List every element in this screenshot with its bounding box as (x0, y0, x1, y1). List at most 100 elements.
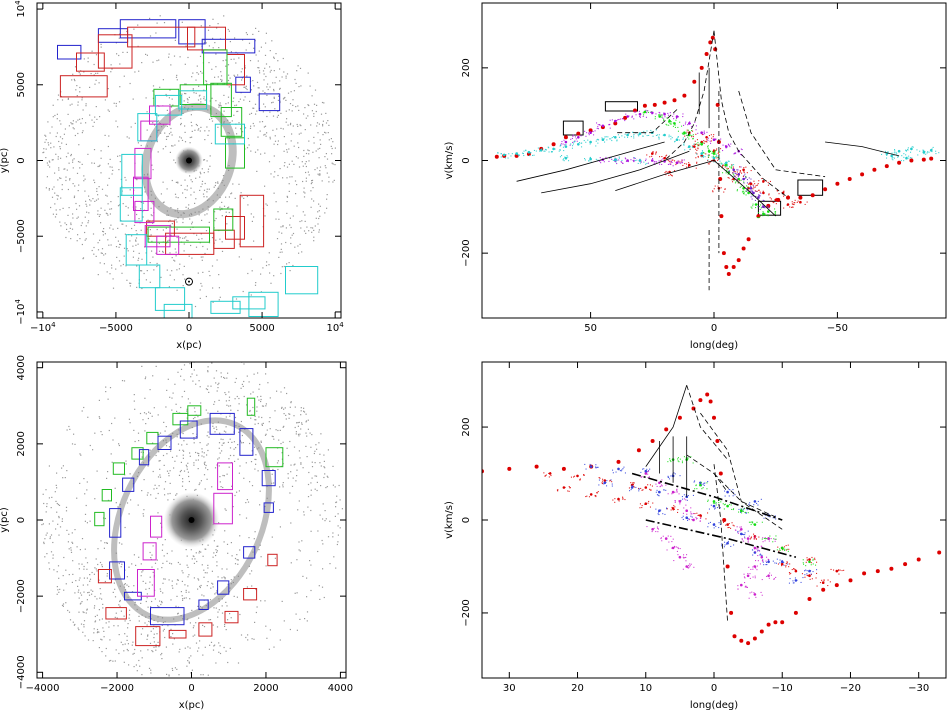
data-point (862, 571, 867, 576)
data-point (675, 138, 679, 141)
x-tick-label: 0 (711, 683, 717, 694)
region-box (243, 588, 258, 601)
region-box (201, 38, 256, 54)
x-tick-label: −104 (30, 321, 56, 334)
region-box (246, 397, 256, 416)
data-point (760, 555, 764, 559)
model-line (713, 464, 728, 623)
region-box (112, 462, 126, 475)
y-tick-label: 200 (461, 58, 472, 77)
region-box (178, 19, 206, 45)
region-box (179, 420, 198, 439)
data-point (823, 187, 828, 192)
data-point (725, 564, 730, 569)
region-box (154, 287, 186, 311)
y-tick-label: 200 (461, 418, 472, 437)
data-point (663, 133, 666, 137)
data-series (482, 392, 942, 646)
data-point (909, 158, 914, 163)
x-tick-label: 0 (186, 323, 192, 334)
model-line (615, 160, 776, 217)
data-point (664, 537, 668, 540)
region-box (94, 511, 105, 527)
data-point (712, 500, 716, 503)
y-tick-label: 0 (461, 157, 472, 163)
center-point (186, 157, 192, 164)
sun-marker-dot (188, 280, 190, 283)
data-point (712, 138, 716, 141)
data-point (740, 509, 743, 512)
region-box (97, 28, 129, 43)
panel-top-right: 50 0 −50 −200 0 200 long(deg) v(km/s) (444, 2, 947, 351)
data-point (682, 93, 687, 98)
data-point (860, 172, 865, 177)
data-point (642, 103, 647, 108)
bar-ring (141, 102, 237, 219)
data-point (726, 272, 731, 276)
data-point (921, 157, 926, 162)
region-box (135, 626, 161, 647)
region-box (217, 462, 234, 491)
data-point (539, 149, 543, 152)
x-tick-label: 10 (639, 683, 652, 694)
region-box (224, 610, 239, 624)
region-box (214, 123, 246, 145)
x-tick-label: 0 (188, 683, 194, 694)
data-point (699, 483, 702, 487)
region-box (225, 216, 245, 240)
x-tick-label: −30 (908, 683, 929, 694)
data-point (626, 133, 629, 137)
data-point (808, 560, 811, 564)
region-box (203, 49, 228, 86)
data-point (719, 214, 724, 219)
data-point (793, 610, 798, 615)
data-point (644, 472, 648, 475)
data-point (746, 641, 751, 646)
region-box (76, 52, 105, 72)
y-tick-label: 4000 (16, 355, 27, 380)
plot-area (494, 30, 940, 291)
data-point (699, 65, 704, 70)
region-box (239, 194, 265, 248)
region-box (134, 200, 155, 224)
model-line (645, 385, 688, 467)
data-point (617, 497, 620, 501)
y-axis-label: v(km/s) (444, 141, 455, 179)
panel-bottom-right: 30 20 10 0 −10 −20 −30 −200 0 200 long(deg) v(km/s) (444, 361, 947, 711)
data-point (705, 392, 710, 397)
x-tick-label: 0 (711, 323, 717, 334)
panel-top-left: −104 −5000 0 5000 104 −104 −5000 0 5000 104 x(pc) y… (0, 0, 344, 351)
model-line (713, 473, 783, 521)
x-tick-label: 104 (327, 321, 345, 334)
region-box (109, 508, 122, 538)
data-point (759, 629, 764, 634)
x-tick-label: 2000 (253, 683, 278, 694)
data-point (551, 142, 556, 147)
region-box (168, 629, 187, 639)
model-line (700, 412, 783, 530)
model-line (713, 30, 789, 198)
data-point (731, 265, 736, 269)
data-point (614, 136, 617, 139)
x-tick-label: 20 (571, 683, 584, 694)
data-point (715, 439, 720, 443)
data-point (739, 638, 744, 643)
data-point (664, 427, 669, 432)
y-axis-label: v(km/s) (444, 501, 455, 539)
plot-frame (481, 361, 947, 679)
data-point (732, 634, 737, 639)
model-line (631, 472, 783, 521)
data-point (875, 569, 880, 574)
y-tick-label: 0 (16, 157, 27, 163)
region-box (225, 137, 245, 169)
region-box (109, 561, 125, 580)
data-point (651, 152, 654, 155)
data-point (916, 557, 921, 562)
region-box (198, 599, 209, 610)
region-box (198, 622, 213, 637)
region-box (150, 607, 185, 626)
region-box (217, 580, 230, 595)
region-box (153, 88, 180, 107)
data-point (757, 196, 760, 199)
x-tick-label: −4000 (26, 683, 60, 694)
